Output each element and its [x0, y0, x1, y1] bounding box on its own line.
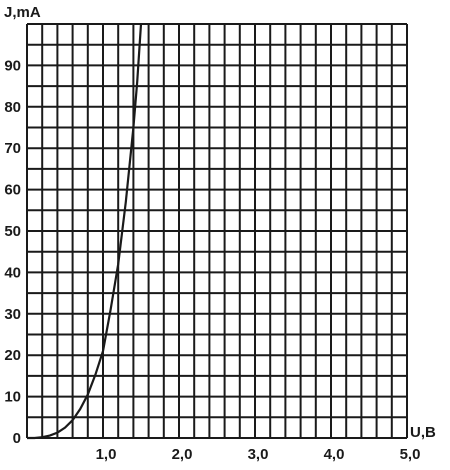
y-tick-label: 20: [4, 347, 21, 364]
x-tick-label: 5,0: [400, 446, 421, 463]
y-tick-label: 10: [4, 389, 21, 406]
y-tick-label: 40: [4, 264, 21, 281]
y-tick-label: 30: [4, 306, 21, 323]
x-tick-label: 4,0: [324, 446, 345, 463]
x-axis-label: U,B: [410, 424, 436, 441]
series-group: [27, 23, 143, 440]
series-line: [27, 23, 143, 440]
y-tick-label: 50: [4, 223, 21, 240]
x-tick-label: 2,0: [172, 446, 193, 463]
y-tick-label: 80: [4, 99, 21, 116]
x-tick-label: 3,0: [248, 446, 269, 463]
y-tick-label: 60: [4, 182, 21, 199]
y-axis-label: J,mA: [4, 4, 41, 21]
grid: [26, 23, 408, 439]
x-tick-label: 1,0: [96, 446, 117, 463]
y-tick-label: 70: [4, 140, 21, 157]
y-tick-label: 90: [4, 57, 21, 74]
y-tick-labels: 0 10 20 30 40 50 60 70 80 90: [4, 57, 21, 447]
y-tick-label: 0: [13, 430, 21, 447]
x-tick-labels: 1,0 2,0 3,0 4,0 5,0: [96, 446, 421, 463]
